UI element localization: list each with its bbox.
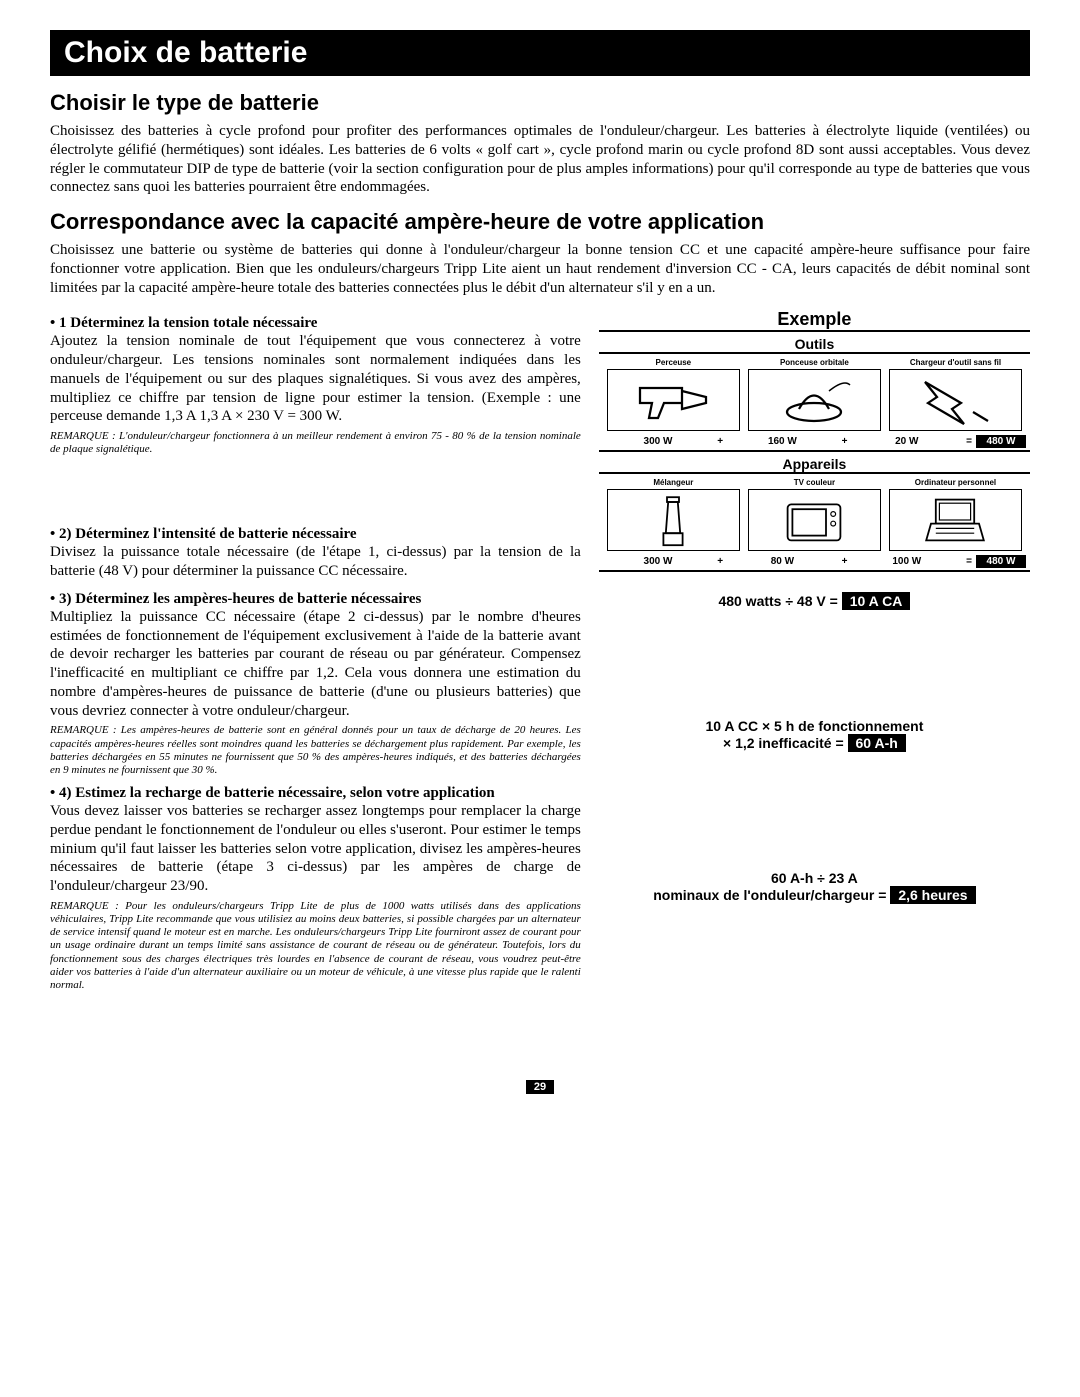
equals-op: = bbox=[962, 556, 976, 567]
calc2: 10 A CC × 5 h de fonctionnement × 1,2 in… bbox=[599, 718, 1030, 752]
tool1-label: Perceuse bbox=[603, 358, 744, 367]
step4-head: • 4) Estimez la recharge de batterie néc… bbox=[50, 785, 581, 802]
devices-label: Appareils bbox=[599, 456, 1030, 474]
tool1-watt: 300 W bbox=[603, 436, 713, 447]
calc3: 60 A-h ÷ 23 A nominaux de l'onduleur/cha… bbox=[599, 870, 1030, 904]
step1-head: • 1 Déterminez la tension totale nécessa… bbox=[50, 315, 581, 332]
step3-head: • 3) Déterminez les ampères-heures de ba… bbox=[50, 591, 581, 608]
page-title-bar: Choix de batterie bbox=[50, 30, 1030, 76]
dev3-watt: 100 W bbox=[852, 556, 962, 567]
plus-op: + bbox=[838, 436, 852, 447]
calc3-line2: nominaux de l'onduleur/chargeur = bbox=[653, 887, 886, 903]
example-rule bbox=[599, 330, 1030, 332]
tools-label: Outils bbox=[599, 336, 1030, 354]
calc3-line1: 60 A-h ÷ 23 A bbox=[599, 870, 1030, 886]
dev1-watt: 300 W bbox=[603, 556, 713, 567]
step3-body: Multipliez la puissance CC nécessaire (é… bbox=[50, 608, 581, 721]
calc3-result: 2,6 heures bbox=[890, 886, 975, 904]
page-number: 29 bbox=[526, 1080, 554, 1094]
tv-icon bbox=[748, 489, 881, 551]
step2-body: Divisez la puissance totale nécessaire (… bbox=[50, 543, 581, 581]
tool3-watt: 20 W bbox=[852, 436, 962, 447]
dev2-label: TV couleur bbox=[744, 478, 885, 487]
plus-op: + bbox=[713, 556, 727, 567]
dev1-label: Mélangeur bbox=[603, 478, 744, 487]
step1-body: Ajoutez la tension nominale de tout l'éq… bbox=[50, 332, 581, 426]
plus-op: + bbox=[713, 436, 727, 447]
tool3-label: Chargeur d'outil sans fil bbox=[885, 358, 1026, 367]
tools-total: 480 W bbox=[976, 435, 1026, 448]
tools-watt-row: 300 W + 160 W + 20 W = 480 W bbox=[599, 433, 1030, 452]
step4-body: Vous devez laisser vos batteries se rech… bbox=[50, 802, 581, 896]
dev2-watt: 80 W bbox=[727, 556, 837, 567]
step-4: • 4) Estimez la recharge de batterie néc… bbox=[50, 785, 581, 992]
section1-body: Choisissez des batteries à cycle profond… bbox=[50, 122, 1030, 197]
dev3-label: Ordinateur personnel bbox=[885, 478, 1026, 487]
section1-heading: Choisir le type de batterie bbox=[50, 90, 1030, 116]
step4-remark: REMARQUE : Pour les onduleurs/chargeurs … bbox=[50, 900, 581, 992]
left-column: • 1 Déterminez la tension totale nécessa… bbox=[50, 309, 581, 1000]
tool2-watt: 160 W bbox=[727, 436, 837, 447]
right-column: Exemple Outils Perceuse Ponceuse orbital… bbox=[599, 309, 1030, 1000]
plus-op: + bbox=[838, 556, 852, 567]
blender-icon bbox=[607, 489, 740, 551]
step-1: • 1 Déterminez la tension totale nécessa… bbox=[50, 315, 581, 456]
step3-remark: REMARQUE : Les ampères-heures de batteri… bbox=[50, 724, 581, 777]
laptop-icon bbox=[889, 489, 1022, 551]
calc1-text: 480 watts ÷ 48 V = bbox=[718, 593, 837, 609]
devices-row: Mélangeur TV couleur Ordinateur personne… bbox=[599, 474, 1030, 553]
section2-body: Choisissez une batterie ou système de ba… bbox=[50, 241, 1030, 297]
tools-block: Outils Perceuse Ponceuse orbitale Charge… bbox=[599, 336, 1030, 572]
two-column-layout: • 1 Déterminez la tension totale nécessa… bbox=[50, 309, 1030, 1000]
calc2-result: 60 A-h bbox=[848, 734, 906, 752]
calc2-line2: × 1,2 inefficacité = bbox=[723, 735, 844, 751]
calc1-result: 10 A CA bbox=[842, 592, 911, 610]
section2-heading: Correspondance avec la capacité ampère-h… bbox=[50, 209, 1030, 235]
drill-icon bbox=[607, 369, 740, 431]
step1-remark: REMARQUE : L'onduleur/chargeur fonctionn… bbox=[50, 430, 581, 456]
step2-head: • 2) Déterminez l'intensité de batterie … bbox=[50, 526, 581, 543]
tools-row: Perceuse Ponceuse orbitale Chargeur d'ou… bbox=[599, 354, 1030, 433]
step-3: • 3) Déterminez les ampères-heures de ba… bbox=[50, 591, 581, 777]
devices-watt-row: 300 W + 80 W + 100 W = 480 W bbox=[599, 553, 1030, 572]
equals-op: = bbox=[962, 436, 976, 447]
step-2: • 2) Déterminez l'intensité de batterie … bbox=[50, 526, 581, 581]
charger-icon bbox=[889, 369, 1022, 431]
example-title: Exemple bbox=[599, 309, 1030, 330]
calc1: 480 watts ÷ 48 V = 10 A CA bbox=[599, 592, 1030, 610]
calc2-line1: 10 A CC × 5 h de fonctionnement bbox=[599, 718, 1030, 734]
sander-icon bbox=[748, 369, 881, 431]
tool2-label: Ponceuse orbitale bbox=[744, 358, 885, 367]
devices-total: 480 W bbox=[976, 555, 1026, 568]
